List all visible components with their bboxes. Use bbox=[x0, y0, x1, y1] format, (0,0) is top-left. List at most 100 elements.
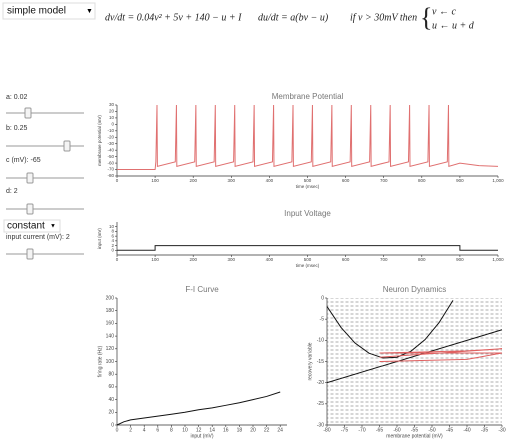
slider-thumb[interactable] bbox=[63, 140, 71, 152]
equation-u: du/dt = a(bv − u) bbox=[258, 12, 329, 23]
slider-label: c (mV): -65 bbox=[6, 157, 41, 164]
series-line bbox=[326, 300, 454, 359]
y-tick-label: -10 bbox=[107, 128, 114, 133]
y-tick-label: -25 bbox=[317, 401, 324, 407]
dropdown-arrow: ▼ bbox=[86, 8, 93, 15]
model-select-text[interactable]: simple model bbox=[7, 6, 66, 17]
y-tick-label: 6 bbox=[111, 233, 114, 238]
x-tick-label: -30 bbox=[498, 427, 505, 433]
slider-thumb[interactable] bbox=[24, 107, 32, 119]
slider-thumb[interactable] bbox=[26, 172, 34, 184]
x-tick-label: 700 bbox=[380, 178, 388, 183]
slider-thumb[interactable] bbox=[26, 248, 34, 260]
y-tick-label: -40 bbox=[107, 147, 114, 152]
x-tick-label: 16 bbox=[223, 427, 229, 433]
x-tick-label: 500 bbox=[304, 257, 312, 262]
controls: a: 0.02 b: 0.25 c (mV): -65 d: 2 input curre… bbox=[6, 94, 84, 260]
equation-reset-u: u ← u + d bbox=[432, 20, 475, 31]
y-tick-label: 20 bbox=[109, 109, 115, 114]
y-tick-label: -80 bbox=[107, 173, 114, 178]
y-tick-label: -50 bbox=[107, 154, 114, 159]
x-tick-label: 1,000 bbox=[492, 257, 504, 262]
equation-reset-v: v ← c bbox=[432, 6, 456, 17]
y-tick-label: -30 bbox=[107, 141, 114, 146]
y-tick-label: 140 bbox=[106, 333, 115, 339]
y-tick-label: 40 bbox=[108, 397, 114, 403]
x-tick-label: 4 bbox=[143, 427, 146, 433]
input-select-text[interactable]: constant bbox=[7, 221, 45, 232]
x-axis-label: time (msec) bbox=[296, 184, 320, 189]
slider-label: b: 0.25 bbox=[6, 125, 28, 132]
y-tick-label: 100 bbox=[106, 359, 115, 365]
y-tick-label: 10 bbox=[109, 115, 115, 120]
equation-v: dv/dt = 0.04v² + 5v + 140 − u + I bbox=[105, 12, 242, 23]
x-tick-label: 1,000 bbox=[492, 178, 504, 183]
x-tick-label: 22 bbox=[264, 427, 270, 433]
y-tick-label: 30 bbox=[109, 102, 115, 107]
x-tick-label: 18 bbox=[237, 427, 243, 433]
slider-label: input current (mV): 2 bbox=[6, 234, 70, 241]
slider-thumb[interactable] bbox=[26, 203, 34, 215]
chart-title: Input Voltage bbox=[284, 209, 331, 218]
x-axis-label: input (mV) bbox=[190, 433, 213, 439]
chart-title: F-I Curve bbox=[185, 285, 219, 294]
dropdown-arrow: ▼ bbox=[50, 224, 56, 230]
x-tick-label: 300 bbox=[228, 257, 236, 262]
y-tick-label: -15 bbox=[317, 359, 324, 365]
x-tick-label: 500 bbox=[304, 178, 312, 183]
y-tick-label: 0 bbox=[321, 295, 324, 301]
x-tick-label: 0 bbox=[116, 178, 119, 183]
y-tick-label: -30 bbox=[317, 422, 324, 428]
chart-title: Membrane Potential bbox=[272, 92, 344, 101]
equation-condition: if v > 30mV then bbox=[350, 12, 417, 23]
x-tick-label: 800 bbox=[418, 178, 426, 183]
y-tick-label: 10 bbox=[109, 224, 115, 229]
y-tick-label: -60 bbox=[107, 160, 114, 165]
x-tick-label: 8 bbox=[170, 427, 173, 433]
y-tick-label: 0 bbox=[111, 247, 114, 252]
series-line bbox=[117, 245, 498, 251]
x-tick-label: 700 bbox=[380, 257, 388, 262]
series-line bbox=[326, 329, 503, 384]
x-tick-label: 0 bbox=[116, 257, 119, 262]
x-tick-label: 14 bbox=[209, 427, 215, 433]
input-select[interactable] bbox=[3, 219, 61, 233]
y-tick-label: 80 bbox=[108, 372, 114, 378]
x-tick-label: 200 bbox=[189, 257, 197, 262]
y-axis-label: membrane potential (mV) bbox=[97, 115, 102, 166]
vector-field bbox=[327, 298, 502, 425]
x-tick-label: 0 bbox=[116, 427, 119, 433]
y-tick-label: 120 bbox=[106, 346, 115, 352]
model-select[interactable] bbox=[2, 2, 96, 20]
y-tick-label: 4 bbox=[111, 238, 114, 243]
y-tick-label: -5 bbox=[320, 316, 325, 322]
series-line bbox=[117, 104, 499, 171]
x-axis-label: time (msec) bbox=[296, 263, 320, 268]
y-tick-label: -10 bbox=[317, 338, 324, 344]
y-tick-label: 20 bbox=[108, 410, 114, 416]
slider-label: d: 2 bbox=[6, 188, 18, 195]
x-tick-label: 300 bbox=[228, 178, 236, 183]
x-tick-label: 100 bbox=[151, 257, 159, 262]
x-tick-label: 800 bbox=[418, 257, 426, 262]
x-tick-label: -75 bbox=[341, 427, 348, 433]
x-tick-label: -50 bbox=[428, 427, 435, 433]
x-tick-label: -40 bbox=[463, 427, 470, 433]
x-tick-label: 2 bbox=[129, 427, 132, 433]
x-tick-label: 20 bbox=[250, 427, 256, 433]
y-tick-label: 0 bbox=[111, 122, 114, 127]
x-tick-label: -70 bbox=[358, 427, 365, 433]
y-axis-label: firing rate (Hz) bbox=[97, 345, 103, 377]
y-tick-label: -20 bbox=[107, 134, 114, 139]
x-tick-label: -80 bbox=[323, 427, 330, 433]
y-axis-label: recovery variable bbox=[307, 342, 313, 380]
x-tick-label: -65 bbox=[376, 427, 383, 433]
slider-label: a: 0.02 bbox=[6, 94, 28, 101]
y-tick-label: 2 bbox=[111, 243, 114, 248]
y-tick-label: -20 bbox=[317, 380, 324, 386]
y-tick-label: 160 bbox=[106, 321, 115, 327]
x-tick-label: 6 bbox=[156, 427, 159, 433]
x-tick-label: 600 bbox=[342, 257, 350, 262]
